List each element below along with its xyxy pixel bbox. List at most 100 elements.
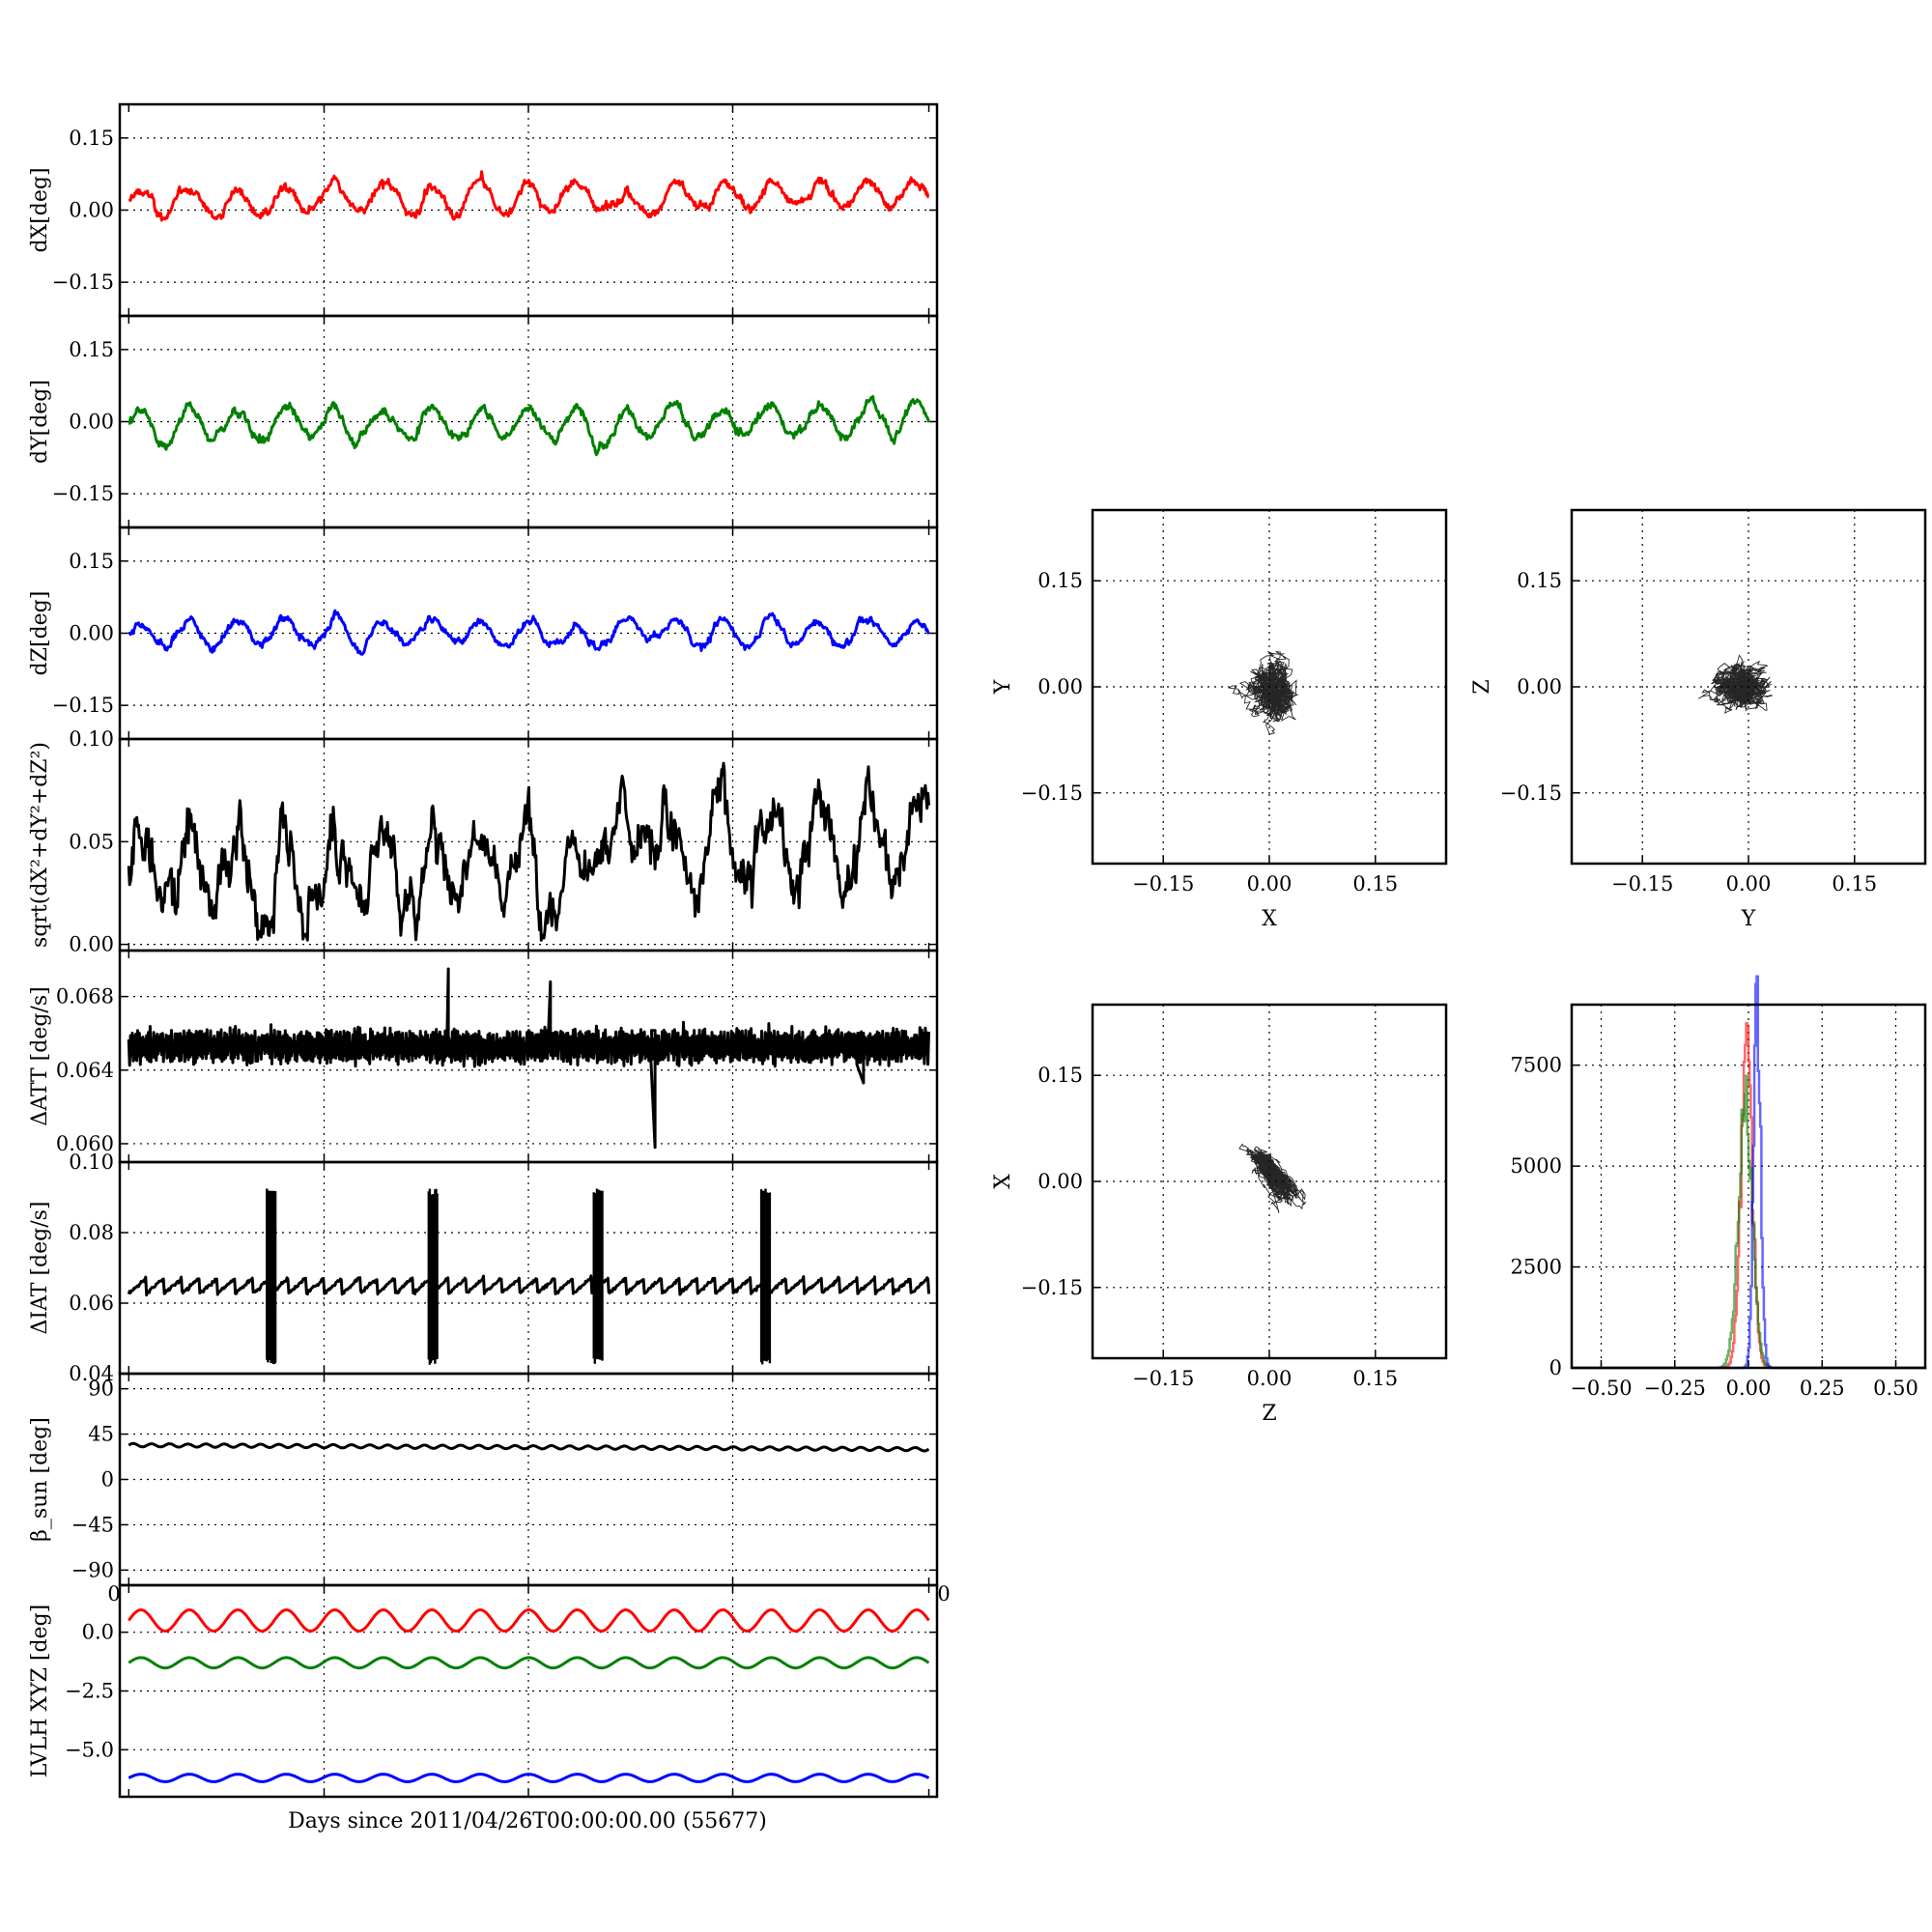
ytick-label: 0.15 [69,338,114,361]
frame [1570,508,1927,866]
ylabel-dATT: ΔATT [deg/s] [28,986,52,1125]
ytick-label: 0.00 [69,622,114,645]
xtick-label: 0.00 [1247,1367,1293,1390]
ylabel-dIAT: ΔIAT [deg/s] [28,1202,52,1335]
ytick-label: 0.064 [56,1059,114,1082]
panel-beta: 90 45 0 −45 −90 β_sun [deg] [28,1372,939,1587]
ytick-label: 0 [1549,1356,1562,1379]
ytick-label: 0.08 [69,1221,114,1244]
panel-lvlh: 0.0 −2.5 −5.0 LVLH XYZ [deg] [28,1583,939,1799]
ytick-label: 0.00 [69,933,114,956]
time-series-panels: 0.150.00−0.15dX[deg]0.150.00−0.15dY[deg]… [28,102,939,1799]
frame-dIAT [118,1160,939,1376]
xtick-label: −0.15 [1132,872,1194,895]
ylabel-dZ: dZ[deg] [28,591,52,676]
series-dR-0 [127,761,930,942]
ytick-label: 45 [88,1423,114,1446]
ytick-label: 0.00 [1037,1170,1083,1193]
xtick-label: −0.25 [1644,1377,1706,1400]
xtick-label: 0.50 [1873,1377,1918,1400]
xtick-label: −0.15 [1611,872,1673,895]
ytick-label: 0.06 [69,1292,114,1315]
ytick-label: 90 [88,1378,114,1401]
series-dX-0 [128,170,930,222]
xtick-label: −0.50 [1570,1377,1632,1400]
ytick-label: −90 [71,1558,114,1581]
scatter-trace [1238,1143,1307,1213]
frame [1091,508,1448,866]
ytick-label: 0.15 [1037,569,1083,592]
series-dZ-0 [128,609,930,656]
ytick-label: 0.060 [56,1132,114,1155]
ytick-label: 0.0 [82,1621,114,1644]
series-lvlh-2 [128,1773,930,1783]
ytick-label: −5.0 [65,1738,114,1761]
histogram-panel: −0.50 −0.25 0.00 0.25 0.50 0 2500 5000 7500 [1511,975,1927,1400]
series-lvlh-1 [128,1656,930,1670]
scatter-panel-yz: −0.15 −0.15 0.00 0.00 0.15 0.15 Y Z [1470,508,1927,931]
ylabel: Z [1470,679,1494,694]
frame [1570,1003,1927,1370]
ylabel-lvlh: LVLH XYZ [deg] [28,1605,52,1778]
xlabel: Z [1262,1402,1276,1426]
panel-dR: 0.10 0.05 0.00 sqrt(dX²+dY²+dZ²) [28,727,939,956]
ytick-label: 0.05 [69,830,114,853]
ytick-label: −0.15 [52,694,114,717]
scatter-trace [1698,654,1773,714]
series-dATT-0 [127,967,930,1150]
burst-0 [266,1188,277,1365]
ytick-label: 0.00 [1517,675,1562,698]
ytick-label: −45 [71,1513,114,1536]
frame [1091,1003,1448,1360]
stray-tick-label-left: 0 [107,1582,120,1605]
panel-dIAT: 0.10 0.08 0.06 0.04 ΔIAT [deg/s] [28,1151,939,1385]
ylabel: X [991,1174,1015,1189]
xtick-label: 0.25 [1800,1377,1845,1400]
ytick-label: 0.00 [69,199,114,222]
ytick-label: −2.5 [65,1680,114,1703]
ytick-label: 0.00 [1037,675,1083,698]
ytick-label: 0.15 [1517,569,1562,592]
burst-2 [592,1188,604,1364]
ylabel-dX: dX[deg] [28,167,52,252]
ytick-label: 0.10 [69,1151,114,1174]
ylabel-dY: dY[deg] [28,380,52,464]
xtick-label: 0.15 [1352,1367,1398,1390]
scatter-panel-xy: −0.15 −0.15 0.00 0.00 0.15 0.15 X Y [991,508,1448,931]
ylabel-dR: sqrt(dX²+dY²+dZ²) [28,742,52,948]
ytick-label: −0.15 [1021,781,1083,805]
ytick-label: −0.15 [1500,781,1562,805]
stray-tick-label-right: 0 [937,1582,950,1605]
xtick-label: 0.00 [1726,1377,1772,1400]
xtick-label: 0.15 [1832,872,1877,895]
ytick-label: 2500 [1511,1256,1562,1279]
ylabel-beta: β_sun [deg] [28,1417,52,1542]
ytick-label: −0.15 [52,482,114,505]
scatter-trace [1228,650,1299,735]
frame-lvlh [118,1583,939,1799]
scatter-panel-zx: −0.15 −0.15 0.00 0.00 0.15 0.15 Z X [991,1003,1448,1426]
xtick-label: 0.15 [1352,872,1398,895]
xtick-label: 0.00 [1247,872,1293,895]
ytick-label: −0.15 [52,270,114,294]
ylabel: Y [991,679,1015,695]
burst-3 [759,1188,772,1365]
xlabel: Y [1741,907,1756,931]
series-beta-0 [128,1441,930,1453]
ytick-label: 0.15 [69,550,114,573]
ytick-label: 0.15 [69,127,114,150]
xlabel: X [1262,907,1277,931]
ytick-label: 0.10 [69,727,114,751]
ytick-label: 7500 [1511,1054,1562,1077]
ytick-label: 0.00 [69,411,114,434]
ytick-label: 0.15 [1037,1064,1083,1087]
xtick-label: 0.00 [1726,872,1772,895]
ytick-label: 5000 [1511,1154,1562,1178]
xtick-label: −0.15 [1132,1367,1194,1390]
ytick-label: 0.04 [69,1362,114,1385]
ytick-label: 0 [101,1468,114,1492]
